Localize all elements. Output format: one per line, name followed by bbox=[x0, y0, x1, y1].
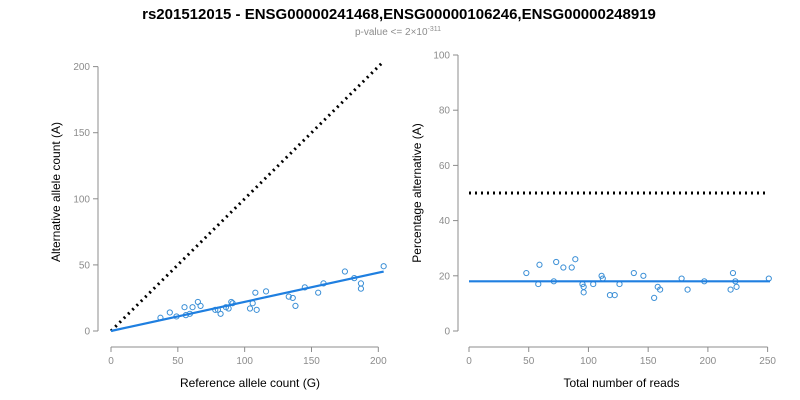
data-point bbox=[181, 304, 188, 311]
x-axis-label: Reference allele count (G) bbox=[180, 376, 320, 390]
y-tick-label: 100 bbox=[433, 51, 450, 62]
left-panel: 0 50 100 150 200 0 50 100 150 200 Reference allele… bbox=[49, 60, 387, 390]
y-tick-label: 150 bbox=[73, 128, 90, 139]
x-tick-label: 50 bbox=[172, 356, 184, 367]
y-tick-label: 50 bbox=[79, 260, 91, 271]
data-point bbox=[246, 305, 254, 312]
data-point bbox=[684, 286, 691, 293]
x-tick-label: 150 bbox=[640, 356, 657, 367]
data-point bbox=[285, 293, 292, 300]
data-point bbox=[651, 294, 658, 301]
y-axis-label: Percentage alternative (A) bbox=[410, 123, 424, 262]
data-point bbox=[189, 304, 196, 311]
x-tick-label: 250 bbox=[759, 356, 776, 367]
chart-title: rs201512015 - ENSG00000241468,ENSG000001… bbox=[142, 6, 656, 23]
data-point bbox=[568, 264, 575, 271]
data-point bbox=[640, 272, 647, 279]
fit-line bbox=[110, 270, 384, 333]
data-point bbox=[217, 310, 224, 317]
y-axis-label: Alternative allele count (A) bbox=[49, 122, 63, 262]
x-axis-label: Total number of reads bbox=[563, 376, 679, 390]
data-point bbox=[289, 294, 296, 302]
reference-line bbox=[109, 60, 385, 333]
data-point bbox=[341, 268, 349, 275]
data-point bbox=[727, 286, 734, 293]
data-point bbox=[252, 289, 259, 296]
data-point bbox=[166, 309, 173, 316]
subtitle-exponent: -311 bbox=[428, 26, 442, 33]
data-point bbox=[611, 292, 618, 299]
x-tick-label: 200 bbox=[370, 356, 387, 367]
data-point bbox=[292, 302, 299, 309]
data-point bbox=[536, 261, 543, 268]
data-point bbox=[380, 263, 387, 270]
data-point bbox=[197, 302, 204, 309]
data-point bbox=[357, 285, 365, 292]
data-point bbox=[580, 283, 587, 290]
data-point bbox=[657, 286, 664, 293]
y-tick-label: 20 bbox=[439, 271, 451, 282]
data-point bbox=[560, 264, 567, 271]
data-point bbox=[315, 289, 322, 296]
y-tick-label: 100 bbox=[73, 194, 90, 205]
data-point bbox=[553, 258, 560, 266]
x-tick-label: 0 bbox=[466, 356, 472, 367]
data-point bbox=[523, 269, 530, 277]
data-point bbox=[572, 256, 579, 263]
x-tick-label: 0 bbox=[108, 356, 114, 367]
x-tick-label: 50 bbox=[523, 356, 535, 367]
x-tick-label: 200 bbox=[700, 356, 717, 367]
right-panel: 0 50 100 150 200 250 0 20 40 60 80 100 Total number … bbox=[410, 51, 776, 391]
x-tick-label: 100 bbox=[580, 356, 597, 367]
data-point bbox=[357, 280, 365, 287]
x-tick-label: 100 bbox=[236, 356, 253, 367]
y-tick-label: 40 bbox=[439, 216, 451, 227]
chart-subtitle: p-value <= 2×10-311 bbox=[355, 26, 441, 38]
data-point bbox=[253, 306, 260, 313]
data-point bbox=[630, 269, 637, 277]
y-tick-label: 0 bbox=[444, 327, 450, 338]
x-tick-label: 150 bbox=[303, 356, 320, 367]
data-point bbox=[580, 289, 587, 296]
data-point bbox=[733, 283, 740, 290]
y-tick-label: 80 bbox=[439, 106, 451, 117]
subtitle-prefix: p-value <= 2×10 bbox=[355, 27, 428, 38]
data-point bbox=[262, 288, 270, 295]
y-tick-label: 200 bbox=[73, 62, 90, 73]
y-tick-label: 0 bbox=[84, 327, 90, 338]
data-point bbox=[729, 269, 737, 277]
y-tick-label: 60 bbox=[439, 161, 451, 172]
